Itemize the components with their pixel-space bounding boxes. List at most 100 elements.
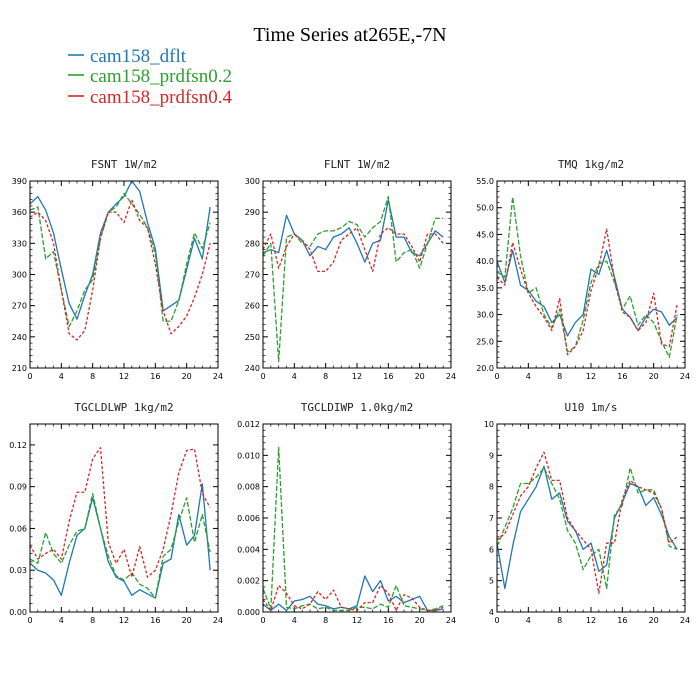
series-line-0 (262, 575, 444, 612)
x-tick-label: 8 (323, 372, 328, 381)
y-tick-label: 50.0 (476, 204, 494, 213)
series-line-2 (496, 451, 678, 594)
y-tick-label: 40.0 (476, 257, 494, 266)
x-tick-label: 8 (323, 616, 328, 625)
series-line-0 (496, 249, 678, 337)
y-tick-label: 10 (484, 420, 494, 429)
x-tick-label: 12 (352, 372, 362, 381)
x-tick-label: 20 (649, 616, 659, 625)
x-tick-label: 12 (119, 616, 129, 625)
x-tick-label: 24 (446, 616, 456, 625)
x-tick-label: 8 (557, 372, 562, 381)
x-tick-label: 24 (213, 616, 223, 625)
series-line-2 (29, 447, 211, 578)
panel-title: TMQ 1kg/m2 (558, 158, 624, 171)
plot-frame (262, 423, 452, 613)
y-tick-label: 390 (12, 177, 27, 186)
series-line-0 (496, 465, 678, 590)
y-tick-label: 0.000 (237, 608, 260, 617)
x-tick-label: 0 (27, 616, 32, 625)
x-tick-label: 16 (617, 616, 627, 625)
x-tick-label: 4 (59, 372, 64, 381)
x-tick-label: 0 (260, 372, 265, 381)
y-tick-label: 0.00 (9, 608, 27, 617)
panel-title: U10 1m/s (565, 401, 618, 414)
x-tick-label: 8 (557, 616, 562, 625)
x-tick-label: 16 (150, 372, 160, 381)
x-tick-label: 0 (494, 372, 499, 381)
x-tick-label: 0 (27, 372, 32, 381)
y-tick-label: 9 (489, 451, 494, 460)
x-tick-label: 16 (383, 616, 393, 625)
y-tick-label: 0.004 (237, 545, 260, 554)
x-tick-label: 20 (649, 372, 659, 381)
legend-label-dflt: cam158_dflt (90, 46, 187, 67)
panel-0: FSNT 1W/m2 0 4 8 12 16 20 24 210 240 270 300 330 360 3… (12, 158, 223, 381)
x-tick-label: 16 (617, 372, 627, 381)
y-tick-label: 20.0 (476, 364, 494, 373)
series-line-2 (262, 584, 444, 612)
panel-1: FLNT 1W/m2 0 4 8 12 16 20 24 240 250 260 270 280 290 3… (245, 158, 456, 381)
legend-entry-prdfsn0.2: cam158_prdfsn0.2 (68, 66, 232, 87)
panel-title: FLNT 1W/m2 (324, 158, 390, 171)
series-line-2 (29, 199, 211, 341)
y-tick-label: 30.0 (476, 311, 494, 320)
series-line-1 (262, 446, 444, 612)
x-tick-label: 20 (415, 372, 425, 381)
x-tick-label: 20 (182, 616, 192, 625)
x-tick-label: 4 (292, 372, 297, 381)
y-tick-label: 35.0 (476, 284, 494, 293)
y-tick-label: 240 (12, 333, 27, 342)
series-line-1 (496, 196, 678, 358)
y-tick-label: 270 (245, 271, 260, 280)
y-tick-label: 0.09 (9, 483, 27, 492)
legend-entry-prdfsn0.4: cam158_prdfsn0.4 (68, 87, 232, 108)
x-tick-label: 20 (415, 616, 425, 625)
x-tick-label: 24 (213, 372, 223, 381)
y-tick-label: 7 (489, 514, 494, 523)
panel-title: FSNT 1W/m2 (91, 158, 157, 171)
x-tick-label: 8 (90, 616, 95, 625)
x-tick-label: 16 (150, 616, 160, 625)
series-line-1 (29, 492, 211, 599)
figure-title: Time Series at265E,-7N (253, 24, 446, 46)
plot-frame (29, 180, 219, 369)
y-tick-label: 290 (245, 208, 260, 217)
legend-label-prdfsn0.4: cam158_prdfsn0.4 (90, 87, 232, 108)
series-line-1 (496, 467, 678, 590)
series-line-0 (29, 483, 211, 599)
legend-label-prdfsn0.2: cam158_prdfsn0.2 (90, 66, 232, 87)
x-tick-label: 12 (119, 372, 129, 381)
y-tick-label: 25.0 (476, 337, 494, 346)
y-tick-label: 0.006 (237, 514, 260, 523)
plot-frame (262, 180, 452, 369)
x-tick-label: 24 (680, 616, 690, 625)
y-tick-label: 250 (245, 333, 260, 342)
y-tick-label: 240 (245, 364, 260, 373)
series-line-0 (29, 180, 211, 320)
panel-4: TGCLDIWP 1.0kg/m2 0 4 8 12 16 20 24 0.000 0.002 0.… (237, 401, 456, 625)
y-tick-label: 0.03 (9, 566, 27, 575)
y-tick-label: 210 (12, 364, 27, 373)
y-tick-label: 260 (245, 302, 260, 311)
panel-2: TMQ 1kg/m2 0 4 8 12 16 20 24 20.0 25.0 30.0 35.0 40.… (476, 158, 690, 381)
x-tick-label: 24 (446, 372, 456, 381)
panel-title: TGCLDLWP 1kg/m2 (74, 401, 173, 414)
legend: cam158_dflt cam158_prdfsn0.2 cam158_prdf… (68, 46, 232, 108)
plot-frame (496, 423, 686, 613)
y-tick-label: 55.0 (476, 177, 494, 186)
panel-title: TGCLDIWP 1.0kg/m2 (301, 401, 414, 414)
y-tick-label: 300 (245, 177, 260, 186)
plot-frame (29, 423, 219, 613)
x-tick-label: 12 (586, 372, 596, 381)
y-tick-label: 280 (245, 239, 260, 248)
series-line-1 (29, 192, 211, 328)
y-tick-label: 0.010 (237, 451, 260, 460)
y-tick-label: 6 (489, 545, 494, 554)
x-tick-label: 12 (352, 616, 362, 625)
y-tick-label: 45.0 (476, 230, 494, 239)
panel-3: TGCLDLWP 1kg/m2 0 4 8 12 16 20 24 0.00 0.03 0.06 0.… (9, 401, 223, 625)
x-tick-label: 4 (59, 616, 64, 625)
